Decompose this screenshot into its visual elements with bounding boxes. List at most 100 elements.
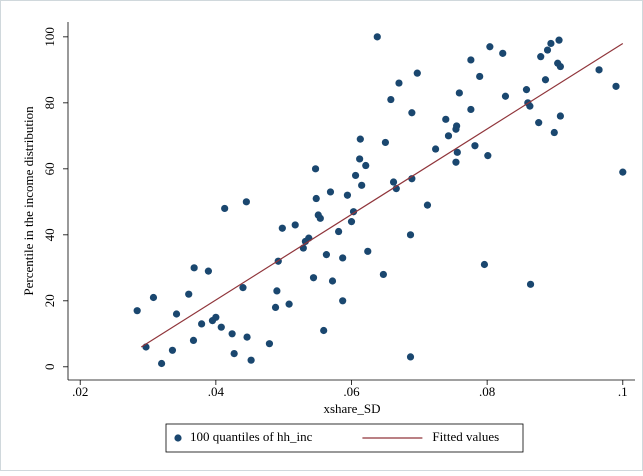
point <box>273 287 281 295</box>
x-tick-label: .06 <box>343 384 360 399</box>
point <box>595 66 603 74</box>
y-tick-label: 60 <box>42 162 57 175</box>
point <box>185 290 193 298</box>
point <box>423 201 432 209</box>
point <box>335 227 343 236</box>
point <box>556 112 564 120</box>
point <box>543 46 552 54</box>
point <box>339 254 347 262</box>
point <box>453 148 461 156</box>
point <box>247 356 255 364</box>
point <box>379 270 387 279</box>
point <box>311 165 320 173</box>
point <box>356 135 364 143</box>
point <box>406 231 415 239</box>
legend-label: 100 quantiles of hh_inc <box>190 429 313 444</box>
legend-box <box>165 423 524 453</box>
point <box>432 145 440 153</box>
point <box>362 161 370 170</box>
point <box>453 122 461 130</box>
point <box>243 333 251 341</box>
y-tick-label: 80 <box>42 96 57 109</box>
point <box>455 89 463 97</box>
x-tick-label: .1 <box>618 384 628 399</box>
point <box>356 155 364 163</box>
point <box>476 72 484 81</box>
point <box>316 214 324 222</box>
point <box>230 350 238 358</box>
point <box>328 277 337 285</box>
point <box>550 128 558 137</box>
point <box>347 218 356 226</box>
point <box>322 251 331 259</box>
point <box>381 138 390 147</box>
point <box>387 95 395 104</box>
point <box>133 307 141 315</box>
legend-marker <box>174 434 182 442</box>
x-tick-label: .04 <box>208 384 225 399</box>
x-tick-label: .08 <box>479 384 495 399</box>
point <box>535 119 543 127</box>
y-axis-title: Percentile in the income distribution <box>21 106 36 296</box>
point <box>467 105 475 114</box>
point <box>217 323 225 331</box>
x-tick-label: .02 <box>72 384 88 399</box>
legend-label: Fitted values <box>432 429 499 444</box>
point <box>157 359 166 368</box>
point <box>406 353 415 361</box>
point <box>305 234 313 242</box>
point <box>522 86 531 94</box>
point <box>612 82 620 90</box>
point <box>484 152 492 160</box>
y-tick-label: 0 <box>42 364 57 371</box>
point <box>555 36 563 44</box>
point <box>556 62 564 71</box>
point <box>442 115 450 123</box>
point <box>198 320 206 328</box>
point <box>309 274 318 282</box>
fitted-line <box>140 42 624 348</box>
point <box>452 158 460 166</box>
point <box>486 43 494 51</box>
point <box>547 39 555 48</box>
point <box>189 336 198 345</box>
point <box>212 313 220 321</box>
point <box>291 221 299 229</box>
y-tick-label: 100 <box>42 27 57 47</box>
point <box>149 293 158 302</box>
point <box>343 191 352 199</box>
point <box>221 204 229 213</box>
point <box>271 303 280 312</box>
point <box>501 92 510 100</box>
point <box>364 247 372 255</box>
point <box>351 171 360 180</box>
point <box>526 102 534 110</box>
point <box>204 267 212 275</box>
point <box>395 79 403 87</box>
point <box>537 53 545 61</box>
point <box>339 297 347 305</box>
y-tick-label: 20 <box>42 294 57 307</box>
point <box>499 49 507 57</box>
point <box>265 340 274 348</box>
x-axis-title: xshare_SD <box>323 401 380 416</box>
point <box>349 208 358 216</box>
y-tick-label: 40 <box>42 228 57 241</box>
point <box>373 33 381 41</box>
point <box>242 198 250 206</box>
point <box>541 76 550 84</box>
point <box>444 132 453 140</box>
point <box>619 168 627 176</box>
point <box>168 346 177 354</box>
point <box>320 326 328 335</box>
point <box>239 284 247 292</box>
point <box>467 56 475 64</box>
point <box>326 188 335 196</box>
point <box>312 194 320 203</box>
point <box>408 109 416 117</box>
point <box>228 330 236 338</box>
point <box>190 264 198 272</box>
